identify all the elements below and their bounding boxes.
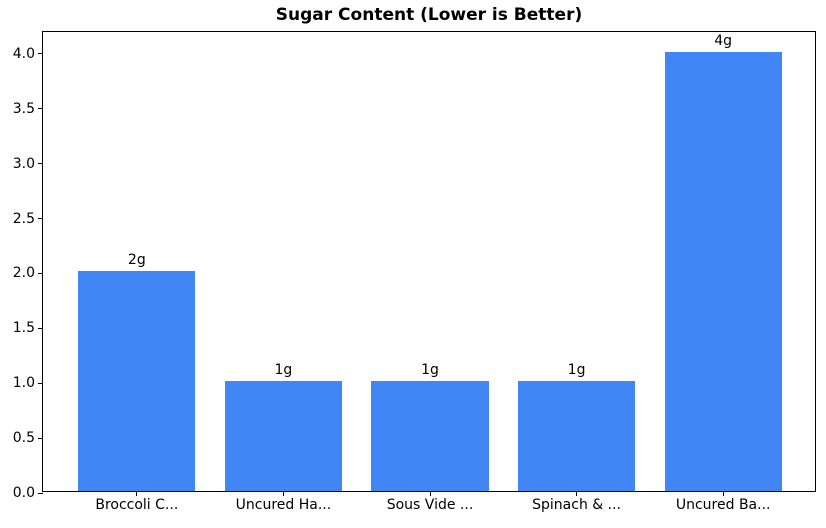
plot-area: 0.0 0.5 1.0 1.5 2.0 2.5 3.0 3.5 4.0 2g Broccoli C.… xyxy=(13,31,816,513)
bar xyxy=(664,51,782,491)
bar xyxy=(517,381,636,491)
x-axis-tick xyxy=(282,491,284,496)
x-axis-tick-label: Sous Vide ... xyxy=(386,497,474,513)
y-axis-tick-label: 2.0 xyxy=(12,265,35,282)
x-axis-tick xyxy=(136,491,138,496)
y-axis-tick xyxy=(38,327,43,329)
y-axis-tick-label: 0.5 xyxy=(12,430,35,447)
y-axis-tick xyxy=(38,218,43,220)
x-axis-tick xyxy=(429,491,431,496)
x-axis-tick xyxy=(576,491,578,496)
bar xyxy=(371,381,489,491)
y-axis-tick xyxy=(38,108,43,110)
y-axis-tick-label: 3.5 xyxy=(12,100,35,117)
y-axis-tick xyxy=(38,163,43,165)
bar xyxy=(224,381,343,491)
y-axis-tick xyxy=(38,272,43,274)
bar-value-label: 1g xyxy=(567,362,586,379)
x-axis-tick-label: Spinach & ... xyxy=(532,497,621,513)
y-axis-tick-label: 4.0 xyxy=(12,45,35,62)
bar-value-label: 4g xyxy=(714,32,733,49)
x-axis-tick-label: Uncured Ha... xyxy=(235,497,332,513)
y-axis-tick-label: 3.0 xyxy=(12,155,35,172)
bar-value-label: 2g xyxy=(127,252,146,269)
bar xyxy=(78,271,196,491)
y-axis-tick xyxy=(38,437,43,439)
chart-title: Sugar Content (Lower is Better) xyxy=(275,5,583,25)
bar-value-label: 1g xyxy=(274,362,293,379)
y-axis-tick-label: 1.0 xyxy=(12,375,35,392)
x-axis-tick-label: Uncured Ba... xyxy=(675,497,771,513)
y-axis-tick-label: 1.5 xyxy=(12,320,35,337)
y-axis-tick-label: 0.0 xyxy=(12,485,35,501)
y-axis-tick xyxy=(38,53,43,55)
y-axis-tick xyxy=(38,382,43,384)
bar-value-label: 1g xyxy=(421,362,439,379)
x-axis-tick xyxy=(722,491,724,496)
y-axis-tick-label: 2.5 xyxy=(12,210,35,227)
x-axis-tick-label: Broccoli C... xyxy=(95,497,179,513)
y-axis-tick xyxy=(38,492,43,494)
